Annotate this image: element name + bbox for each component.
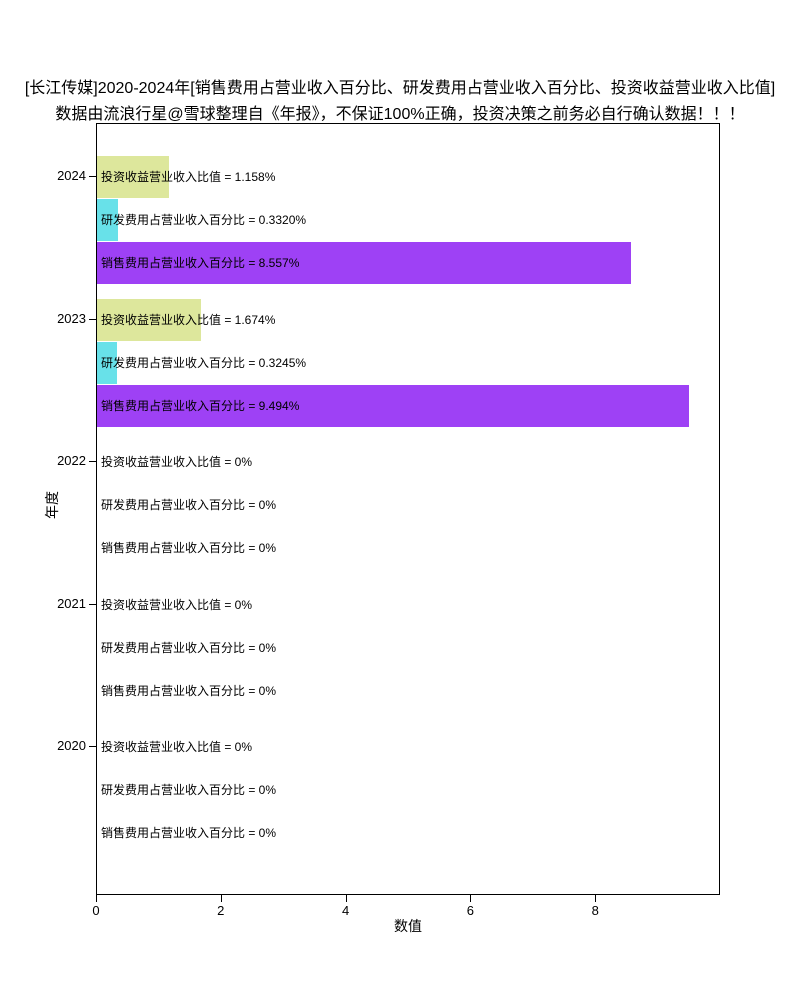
y-tick <box>89 746 96 747</box>
y-tick-label: 2021 <box>57 595 86 611</box>
x-tick <box>595 895 597 902</box>
y-tick-label: 2022 <box>57 453 86 468</box>
bar <box>97 242 631 284</box>
x-tick <box>220 895 222 902</box>
bar-value-label: 研发费用占营业收入百分比 = 0% <box>101 498 277 512</box>
y-tick <box>89 461 96 462</box>
y-tick-label: 2020 <box>57 738 86 753</box>
chart-title: [长江传媒]2020-2024年[销售费用占营业收入百分比、研发费用占营业收入百… <box>24 80 776 97</box>
bar-value-label: 投资收益营业收入比值 = 1.674% <box>101 312 276 327</box>
bar <box>97 341 117 384</box>
bar-value-label: 销售费用占营业收入百分比 = 0% <box>101 541 277 555</box>
bar-value-label: 研发费用占营业收入百分比 = 0.3320% <box>101 213 307 227</box>
bar-value-label: 投资收益营业收入比值 = 1.158% <box>101 170 276 184</box>
x-tick <box>96 895 97 902</box>
x-tick <box>345 895 347 902</box>
bar-value-label: 投资收益营业收入比值 = 0% <box>101 740 253 754</box>
bar-value-label: 研发费用占营业收入百分比 = 0% <box>101 783 277 797</box>
bar-value-label: 研发费用占营业收入百分比 = 0% <box>101 640 277 655</box>
bar <box>97 298 201 341</box>
bar-value-label: 投资收益营业收入比值 = 0% <box>101 455 253 469</box>
y-tick-label: 2024 <box>57 168 86 183</box>
plot-area: 投资收益营业收入比值 = 1.158% 研发费用占营业收入百分比 = 0.3320… <box>96 123 720 895</box>
chart-subtitle: 数据由流浪行星@雪球整理自《年报》，不保证100%正确，投资决策之前务必自行确认… <box>55 106 745 123</box>
bar-value-label: 销售费用占营业收入百分比 = 9.494% <box>101 398 300 413</box>
x-tick-label: 2 <box>217 903 225 918</box>
bar-value-label: 销售费用占营业收入百分比 = 0% <box>101 826 277 840</box>
bar <box>97 156 169 198</box>
y-tick <box>89 603 96 605</box>
bar-value-label: 投资收益营业收入比值 = 0% <box>101 597 253 612</box>
x-tick-label: 8 <box>591 903 599 918</box>
y-tick-label: 2023 <box>57 310 86 326</box>
bar-value-label: 研发费用占营业收入百分比 = 0.3245% <box>101 355 307 370</box>
x-tick-label: 4 <box>341 903 350 918</box>
y-tick <box>89 318 96 320</box>
y-axis-label: 年度 <box>44 491 60 519</box>
x-axis-label: 数值 <box>394 918 422 934</box>
x-tick-label: 0 <box>92 903 100 918</box>
bar-value-label: 销售费用占营业收入百分比 = 0% <box>101 683 277 698</box>
y-tick <box>89 176 96 177</box>
x-tick-label: 6 <box>466 903 474 918</box>
bar-value-label: 销售费用占营业收入百分比 = 8.557% <box>101 256 300 270</box>
bar <box>97 384 689 427</box>
bar <box>97 199 118 241</box>
x-tick <box>470 895 472 902</box>
